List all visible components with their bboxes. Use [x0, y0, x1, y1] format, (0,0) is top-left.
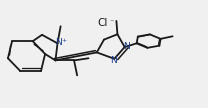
Text: N: N: [55, 38, 62, 47]
Text: +: +: [62, 38, 67, 43]
Text: N: N: [110, 56, 117, 65]
Text: ⁻: ⁻: [109, 17, 113, 26]
Text: N: N: [123, 41, 130, 51]
Text: Cl: Cl: [98, 18, 108, 28]
